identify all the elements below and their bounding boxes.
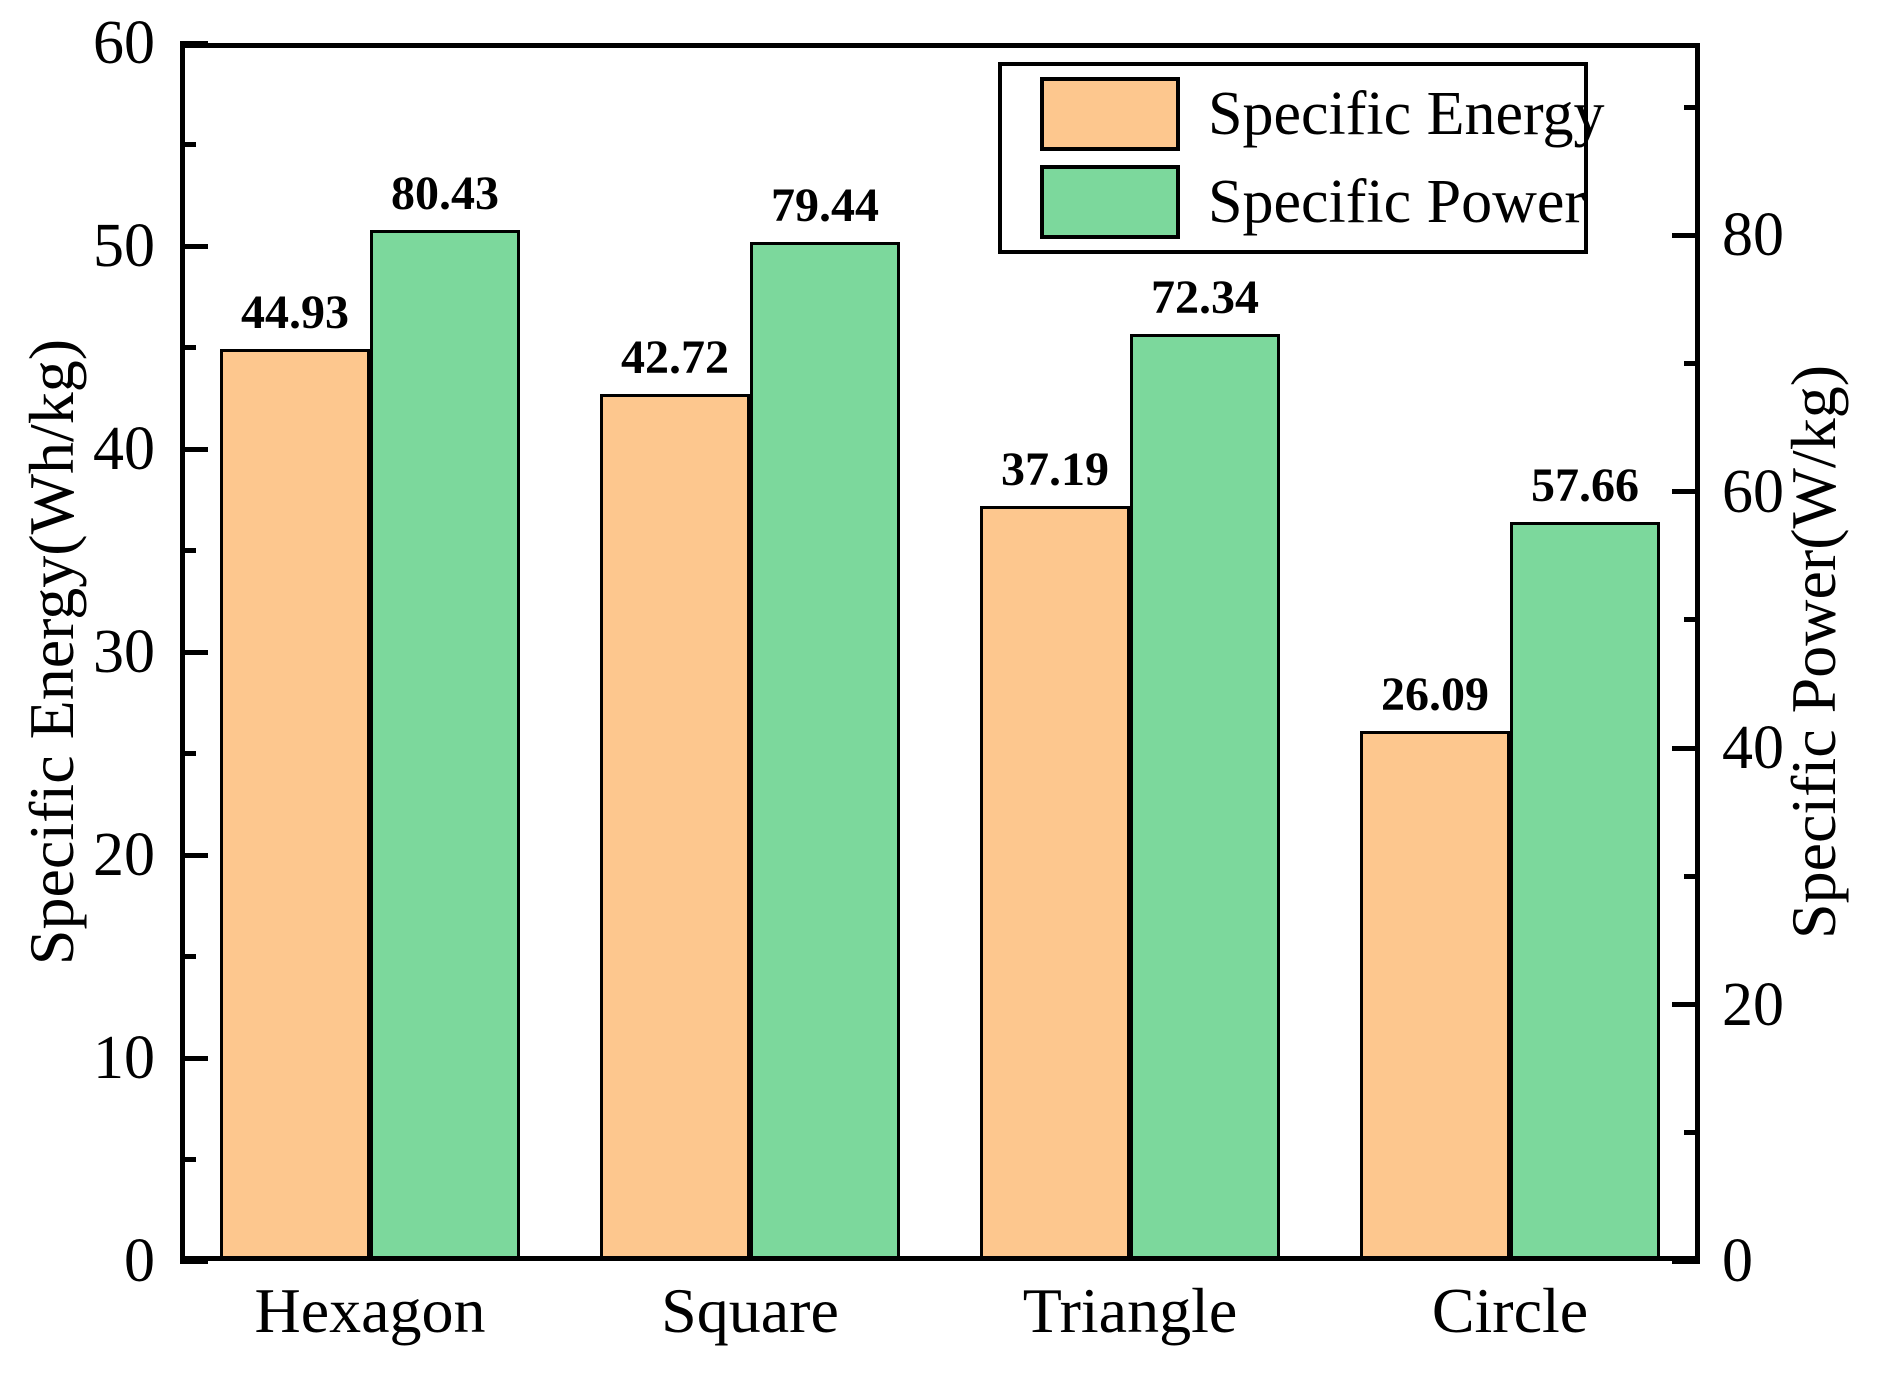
legend-swatch-specific-power — [1040, 165, 1180, 239]
right-axis-tick — [1684, 361, 1700, 367]
right-axis-tick-label: 60 — [1722, 457, 1784, 526]
value-label-hexagon-specific-energy: 44.93 — [241, 285, 349, 339]
value-label-triangle-specific-energy: 37.19 — [1001, 443, 1109, 497]
right-axis-tick-label: 80 — [1722, 201, 1784, 270]
left-axis-tick-label: 40 — [93, 415, 155, 483]
legend-entry-specific-energy: Specific Energy — [1040, 77, 1605, 151]
right-axis-tick-label: 20 — [1722, 970, 1784, 1039]
right-axis-tick — [1684, 617, 1700, 623]
bar-square-specific-energy — [600, 393, 750, 1261]
bar-triangle-specific-power — [1130, 333, 1280, 1261]
left-axis-tick — [180, 40, 208, 46]
bar-square-specific-power — [750, 242, 900, 1261]
right-axis-tick — [1672, 1002, 1700, 1008]
bar-hexagon-specific-energy — [220, 348, 370, 1261]
value-label-hexagon-specific-power: 80.43 — [391, 166, 499, 220]
right-axis-tick-label: 40 — [1722, 714, 1784, 783]
left-axis-tick-label: 10 — [93, 1024, 155, 1092]
legend-label-specific-energy: Specific Energy — [1208, 80, 1605, 148]
category-label-triangle: Triangle — [1022, 1275, 1238, 1346]
right-axis-tick — [1684, 104, 1700, 110]
right-axis-tick — [1672, 232, 1700, 238]
left-axis-tick — [180, 1055, 208, 1061]
left-axis-tick — [180, 243, 208, 249]
legend-label-specific-power: Specific Power — [1208, 168, 1586, 236]
right-axis-tick — [1672, 745, 1700, 751]
value-label-square-specific-power: 79.44 — [771, 179, 879, 233]
left-axis-tick — [180, 751, 196, 756]
plot-area: 44.93 42.72 37.19 26.09 80.43 79.44 72.34 57.66 — [180, 40, 1700, 1264]
left-axis-tick-label: 60 — [93, 9, 155, 77]
right-axis-tick — [1672, 489, 1700, 495]
value-label-circle-specific-power: 57.66 — [1531, 458, 1639, 512]
legend-swatch-specific-energy — [1040, 77, 1180, 151]
left-axis-tick-label: 50 — [93, 212, 155, 280]
legend: Specific Energy Specific Power — [998, 62, 1605, 254]
left-axis-tick — [180, 1258, 208, 1264]
left-axis-tick-label: 20 — [93, 821, 155, 889]
right-axis-tick-label: 0 — [1722, 1227, 1753, 1295]
value-label-circle-specific-energy: 26.09 — [1381, 668, 1489, 722]
bar-circle-specific-power — [1510, 521, 1660, 1261]
left-axis-tick — [180, 852, 208, 858]
category-label-circle: Circle — [1431, 1275, 1589, 1346]
left-axis-tick — [180, 649, 208, 655]
left-axis-tick — [180, 1157, 196, 1162]
category-label-square: Square — [661, 1275, 839, 1346]
bar-triangle-specific-energy — [980, 506, 1130, 1261]
right-axis-tick — [1684, 1130, 1700, 1136]
right-axis-tick — [1684, 873, 1700, 879]
right-axis-title: Specific Power(W/kg) — [1778, 364, 1849, 940]
left-axis-tick — [180, 954, 196, 959]
left-axis-tick-label: 30 — [93, 618, 155, 686]
value-label-triangle-specific-power: 72.34 — [1151, 270, 1259, 324]
category-label-hexagon: Hexagon — [254, 1275, 486, 1346]
left-axis-tick — [180, 446, 208, 452]
bar-circle-specific-energy — [1360, 731, 1510, 1261]
value-label-square-specific-energy: 42.72 — [621, 330, 729, 384]
legend-entry-specific-power: Specific Power — [1040, 165, 1586, 239]
left-axis-tick — [180, 548, 196, 553]
bar-hexagon-specific-power — [370, 229, 520, 1261]
right-axis-tick — [1672, 1258, 1700, 1264]
left-axis-tick-label: 0 — [124, 1227, 155, 1295]
left-axis-tick — [180, 345, 196, 350]
left-axis-tick — [180, 142, 196, 147]
